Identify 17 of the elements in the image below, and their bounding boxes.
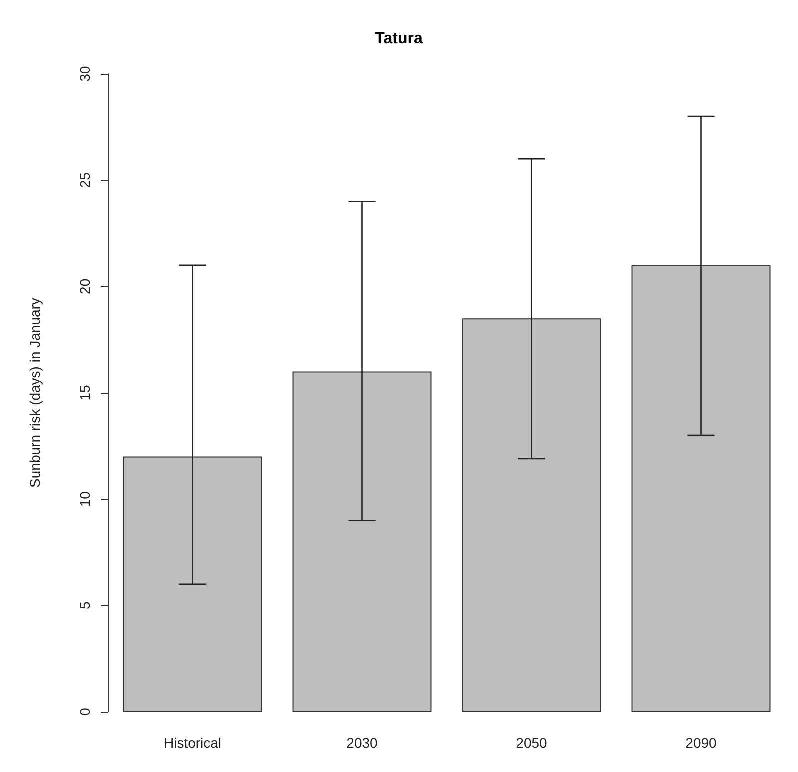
y-tick-label: 25 [77,172,93,188]
bar [292,372,432,712]
y-tick-label: 20 [77,278,93,294]
y-tick-label: 10 [77,491,93,508]
bar [632,265,771,712]
y-tick-label: 0 [77,708,93,716]
x-tick-label: 2050 [516,735,548,751]
bar [462,318,602,712]
y-tick-label: 15 [77,385,93,401]
chart-title: Tatura [375,30,423,48]
y-axis-title: Sunburn risk (days) in January [27,298,43,488]
x-tick-label: Historical [164,735,222,751]
bar [123,456,262,712]
x-tick-label: 2030 [346,735,378,751]
y-tick-label: 30 [77,66,93,82]
y-tick-label: 5 [77,602,93,610]
x-tick-label: 2090 [686,735,718,751]
